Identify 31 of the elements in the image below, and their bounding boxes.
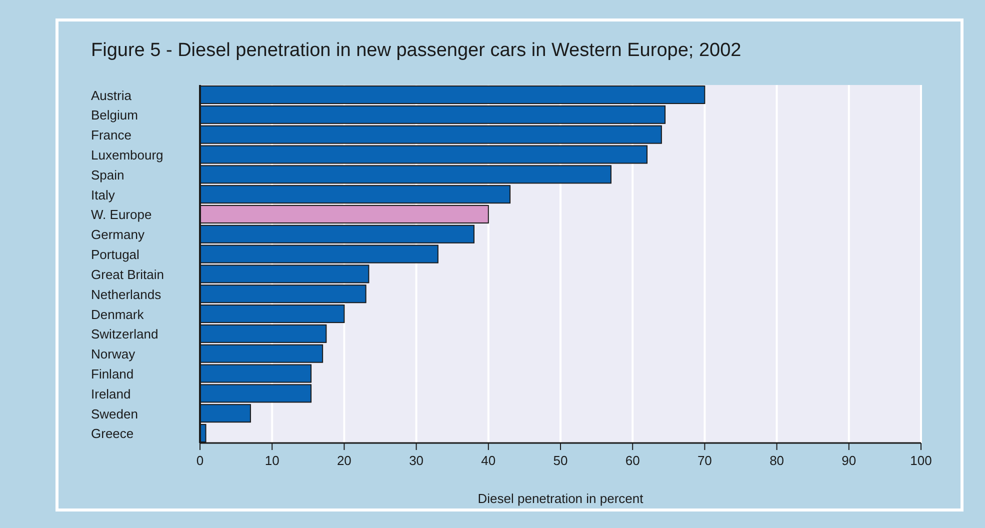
x-tick-label: 40 <box>481 453 496 468</box>
x-tick-label: 30 <box>409 453 424 468</box>
x-tick-label: 70 <box>697 453 712 468</box>
y-tick-label: Finland <box>91 366 134 382</box>
x-tick-label: 10 <box>264 453 280 468</box>
y-tick-label: Switzerland <box>91 326 158 342</box>
y-tick-label: Norway <box>91 346 136 362</box>
y-tick-label: Spain <box>91 167 124 182</box>
x-tick-label: 20 <box>336 453 352 468</box>
y-tick-label: France <box>91 128 132 143</box>
y-tick-label: Denmark <box>91 306 144 322</box>
y-tick-label: Great Britain <box>91 266 164 282</box>
y-tick-label: Greece <box>91 426 134 442</box>
y-tick-label: Ireland <box>91 386 131 402</box>
x-axis-title: Diesel penetration in percent <box>478 491 644 506</box>
x-tick-label: 100 <box>910 453 932 468</box>
y-tick-label: Luxembourg <box>91 147 164 162</box>
y-tick-label: Netherlands <box>91 286 162 302</box>
x-tick-label: 0 <box>196 453 204 468</box>
chart-title: Figure 5 - Diesel penetration in new passenger cars in Western Europe; 2002 <box>91 40 742 61</box>
y-tick-label: Sweden <box>91 406 138 422</box>
x-tick-label: 60 <box>625 453 640 468</box>
y-tick-label: Austria <box>91 88 132 103</box>
x-tick-label: 80 <box>770 453 784 468</box>
y-tick-label: W. Europe <box>91 207 152 222</box>
y-tick-label: Italy <box>91 187 116 202</box>
x-tick-label: 50 <box>553 453 568 468</box>
x-tick-label: 90 <box>842 453 856 468</box>
y-tick-label: Belgium <box>91 108 138 123</box>
y-tick-label: Portugal <box>91 247 140 262</box>
y-tick-label: Germany <box>91 227 145 242</box>
